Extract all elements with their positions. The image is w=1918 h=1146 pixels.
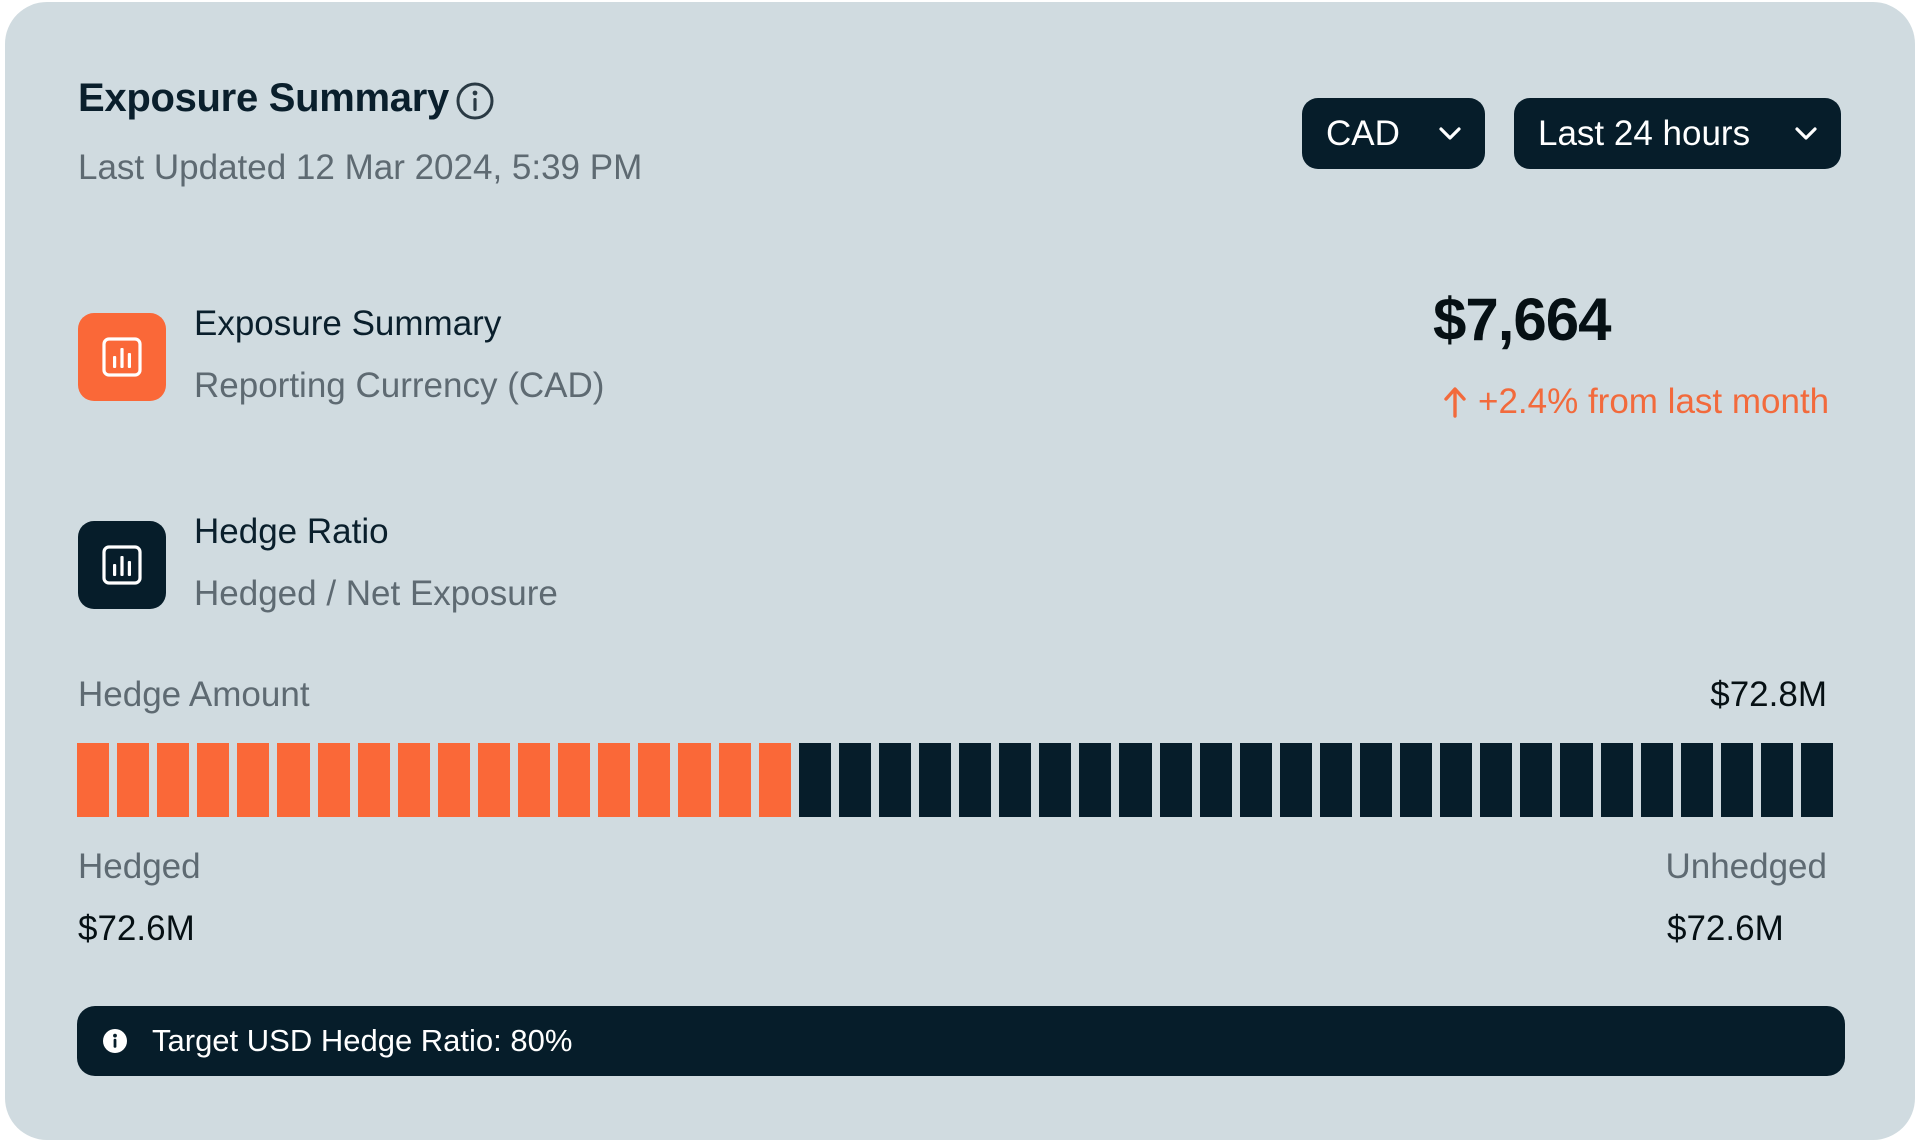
- hedge-ratio-icon-tile: [78, 521, 166, 609]
- unhedged-segment: [1119, 743, 1152, 817]
- hedged-label: Hedged: [78, 847, 201, 886]
- unhedged-segment: [1199, 743, 1232, 817]
- hedge-ratio-title: Hedge Ratio: [194, 512, 389, 551]
- unhedged-segment: [1239, 743, 1272, 817]
- arrow-up-icon: [1444, 387, 1466, 418]
- unhedged-segment: [1079, 743, 1112, 817]
- hedged-segment: [437, 743, 470, 817]
- hedged-segment: [678, 743, 711, 817]
- unhedged-segment: [1600, 743, 1633, 817]
- unhedged-segment: [1400, 743, 1433, 817]
- unhedged-segment: [1480, 743, 1513, 817]
- hedged-segment: [558, 743, 591, 817]
- bar-chart-icon: [102, 337, 142, 377]
- hedged-segment: [197, 743, 230, 817]
- hedge-amount-label: Hedge Amount: [78, 675, 310, 714]
- unhedged-segment: [1039, 743, 1072, 817]
- exposure-summary-icon-tile: [78, 313, 166, 401]
- unhedged-segment: [1520, 743, 1553, 817]
- exposure-summary-card: Exposure Summary Last Updated 12 Mar 202…: [5, 2, 1915, 1140]
- unhedged-segment: [878, 743, 911, 817]
- unhedged-segment: [1680, 743, 1713, 817]
- hedged-segment: [758, 743, 791, 817]
- unhedged-segment: [1159, 743, 1192, 817]
- unhedged-segment: [918, 743, 952, 817]
- unhedged-segment: [1801, 743, 1834, 817]
- hedged-value: $72.6M: [78, 909, 195, 948]
- hedged-segment: [117, 743, 150, 817]
- hedged-segment: [718, 743, 751, 817]
- unhedged-segment: [838, 743, 871, 817]
- hedge-ratio-subtitle: Hedged / Net Exposure: [194, 574, 558, 613]
- unhedged-segment: [1279, 743, 1312, 817]
- hedged-segment: [357, 743, 390, 817]
- currency-dropdown-label: CAD: [1326, 113, 1400, 153]
- unhedged-segment: [999, 743, 1032, 817]
- hedged-segment: [277, 743, 310, 817]
- chevron-down-icon: [1795, 127, 1817, 140]
- unhedged-segment: [959, 743, 992, 817]
- unhedged-segment: [1560, 743, 1593, 817]
- currency-dropdown[interactable]: CAD: [1302, 98, 1485, 169]
- unhedged-segment: [1319, 743, 1352, 817]
- exposure-summary-row-title: Exposure Summary: [194, 304, 502, 343]
- unhedged-value: $72.6M: [1667, 909, 1784, 948]
- unhedged-segment: [1640, 743, 1673, 817]
- time-range-dropdown[interactable]: Last 24 hours: [1514, 98, 1841, 169]
- unhedged-segment: [1720, 743, 1753, 817]
- trend-text: +2.4% from last month: [1478, 382, 1830, 421]
- hedged-segment: [397, 743, 430, 817]
- hedged-segment: [77, 743, 110, 817]
- time-range-dropdown-label: Last 24 hours: [1538, 113, 1751, 153]
- hedged-segment: [477, 743, 511, 817]
- unhedged-label: Unhedged: [1665, 847, 1827, 886]
- card-title: Exposure Summary: [78, 76, 449, 120]
- hedged-segment: [598, 743, 631, 817]
- trend-indicator: +2.4% from last month: [1442, 382, 1829, 422]
- hedged-segment: [157, 743, 190, 817]
- hedge-progress-bar: [77, 743, 1834, 817]
- unhedged-segment: [1360, 743, 1393, 817]
- hedged-segment: [237, 743, 270, 817]
- hedged-segment: [638, 743, 671, 817]
- target-hedge-ratio-banner: Target USD Hedge Ratio: 80%: [77, 1006, 1845, 1076]
- bar-chart-icon: [102, 545, 142, 585]
- target-hedge-ratio-text: Target USD Hedge Ratio: 80%: [152, 1023, 573, 1058]
- hedged-segment: [518, 743, 551, 817]
- chevron-down-icon: [1439, 127, 1461, 140]
- reporting-currency-text: Reporting Currency (CAD): [194, 366, 605, 405]
- unhedged-segment: [1760, 743, 1794, 817]
- info-circle-icon[interactable]: [455, 81, 495, 121]
- info-filled-icon: [103, 1029, 127, 1053]
- unhedged-segment: [1440, 743, 1473, 817]
- last-updated-text: Last Updated 12 Mar 2024, 5:39 PM: [78, 148, 643, 187]
- hedged-segment: [317, 743, 350, 817]
- hedge-amount-total: $72.8M: [1710, 675, 1827, 714]
- exposure-amount: $7,664: [1433, 286, 1612, 353]
- unhedged-segment: [798, 743, 831, 817]
